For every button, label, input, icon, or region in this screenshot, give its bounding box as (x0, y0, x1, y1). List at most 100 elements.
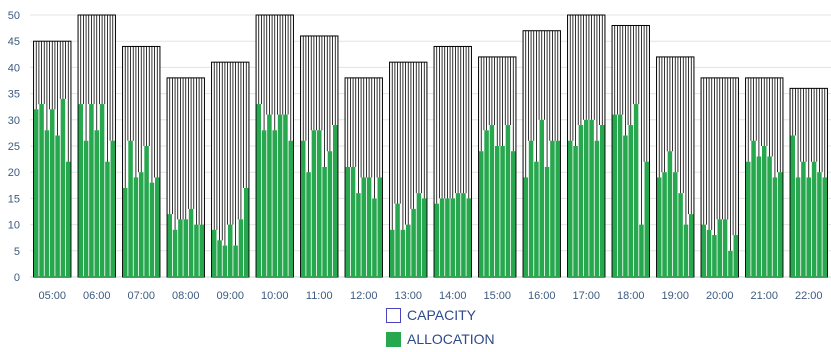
legend-item-capacity: CAPACITY (386, 304, 495, 326)
allocation-bar (288, 140, 294, 277)
allocation-bar (623, 135, 628, 277)
y-tick-label: 35 (8, 89, 20, 101)
allocation-bar (395, 203, 400, 277)
y-tick-label: 45 (8, 36, 20, 48)
allocation-bar (790, 135, 795, 277)
allocation-bar (306, 172, 311, 277)
allocation-bar (455, 193, 461, 277)
allocation-bar (445, 198, 450, 277)
allocation-bar (400, 229, 406, 277)
allocation-bar (283, 114, 288, 277)
allocation-bar (361, 177, 367, 277)
allocation-bar (89, 104, 94, 277)
x-tick-label: 05:00 (38, 290, 66, 302)
legend-label-allocation: ALLOCATION (407, 331, 495, 347)
allocation-bar (133, 177, 139, 277)
allocation-bar (722, 219, 728, 277)
allocation-bar (94, 130, 100, 277)
allocation-bar (644, 161, 650, 277)
x-tick-label: 12:00 (350, 290, 378, 302)
allocation-bar (822, 177, 828, 277)
allocation-bar (484, 130, 489, 277)
allocation-bar (550, 140, 555, 277)
allocation-bar (511, 151, 516, 277)
allocation-bar (500, 146, 505, 277)
allocation-bar (756, 156, 762, 277)
allocation-bar (534, 161, 539, 277)
allocation-bar (761, 146, 767, 277)
x-tick-label: 15:00 (483, 290, 511, 302)
y-tick-label: 15 (8, 193, 20, 205)
x-tick-label: 06:00 (83, 290, 111, 302)
allocation-bar (422, 198, 427, 277)
allocation-bar (717, 219, 723, 277)
allocation-bar (138, 172, 144, 277)
x-tick-label: 20:00 (706, 290, 734, 302)
allocation-bar (194, 224, 199, 277)
allocation-bar (712, 235, 717, 277)
allocation-bar (199, 224, 205, 277)
y-tick-label: 20 (8, 167, 20, 179)
allocation-bar (434, 203, 439, 277)
allocation-bar (78, 104, 83, 277)
x-tick-label: 10:00 (261, 290, 289, 302)
allocation-bar (667, 151, 673, 277)
allocation-bar (372, 198, 377, 277)
allocation-bar (256, 104, 261, 277)
x-tick-label: 21:00 (750, 290, 778, 302)
allocation-bar (751, 140, 756, 277)
allocation-bar (466, 198, 472, 277)
allocation-bar (128, 140, 133, 277)
allocation-bar (767, 156, 772, 277)
allocation-bar (44, 130, 50, 277)
allocation-bar (122, 187, 128, 277)
allocation-bar (416, 193, 422, 277)
allocation-bar (377, 177, 383, 277)
allocation-bar (217, 240, 222, 277)
allocation-bar (639, 224, 644, 277)
y-tick-label: 5 (14, 246, 20, 258)
allocation-bar (772, 177, 778, 277)
allocation-bar (227, 224, 233, 277)
x-tick-label: 07:00 (127, 290, 155, 302)
x-tick-label: 08:00 (172, 290, 200, 302)
allocation-bar (389, 229, 395, 277)
allocation-bar (322, 166, 327, 277)
allocation-bar (327, 151, 333, 277)
allocation-bar (405, 224, 411, 277)
allocation-bar (633, 104, 639, 277)
allocation-bar (316, 130, 322, 277)
y-tick-label: 10 (8, 220, 20, 232)
allocation-bar (333, 125, 338, 277)
allocation-bar (99, 104, 105, 277)
allocation-bar (366, 177, 372, 277)
allocation-bar (505, 125, 511, 277)
allocation-bar (795, 177, 801, 277)
allocation-bar (628, 125, 634, 277)
legend: CAPACITY ALLOCATION (386, 304, 495, 352)
allocation-bar (261, 130, 267, 277)
legend-swatch-capacity (386, 307, 401, 323)
allocation-bar (277, 114, 283, 277)
allocation-bar (211, 229, 217, 277)
allocation-bar (49, 109, 55, 277)
allocation-bar (523, 177, 528, 277)
allocation-bar (300, 140, 306, 277)
x-tick-label: 22:00 (795, 290, 823, 302)
allocation-bar (555, 140, 561, 277)
allocation-bar (144, 146, 149, 277)
allocation-bar (155, 177, 160, 277)
allocation-bar (39, 104, 44, 277)
allocation-bar (311, 130, 317, 277)
allocation-bar (701, 224, 706, 277)
allocation-bar (110, 140, 116, 277)
x-tick-label: 09:00 (216, 290, 244, 302)
allocation-bar (188, 208, 194, 277)
allocation-bar (478, 151, 484, 277)
allocation-bar (222, 245, 228, 277)
allocation-bar (167, 214, 172, 277)
x-tick-label: 17:00 (572, 290, 600, 302)
x-tick-label: 13:00 (394, 290, 422, 302)
legend-swatch-allocation (386, 331, 401, 347)
